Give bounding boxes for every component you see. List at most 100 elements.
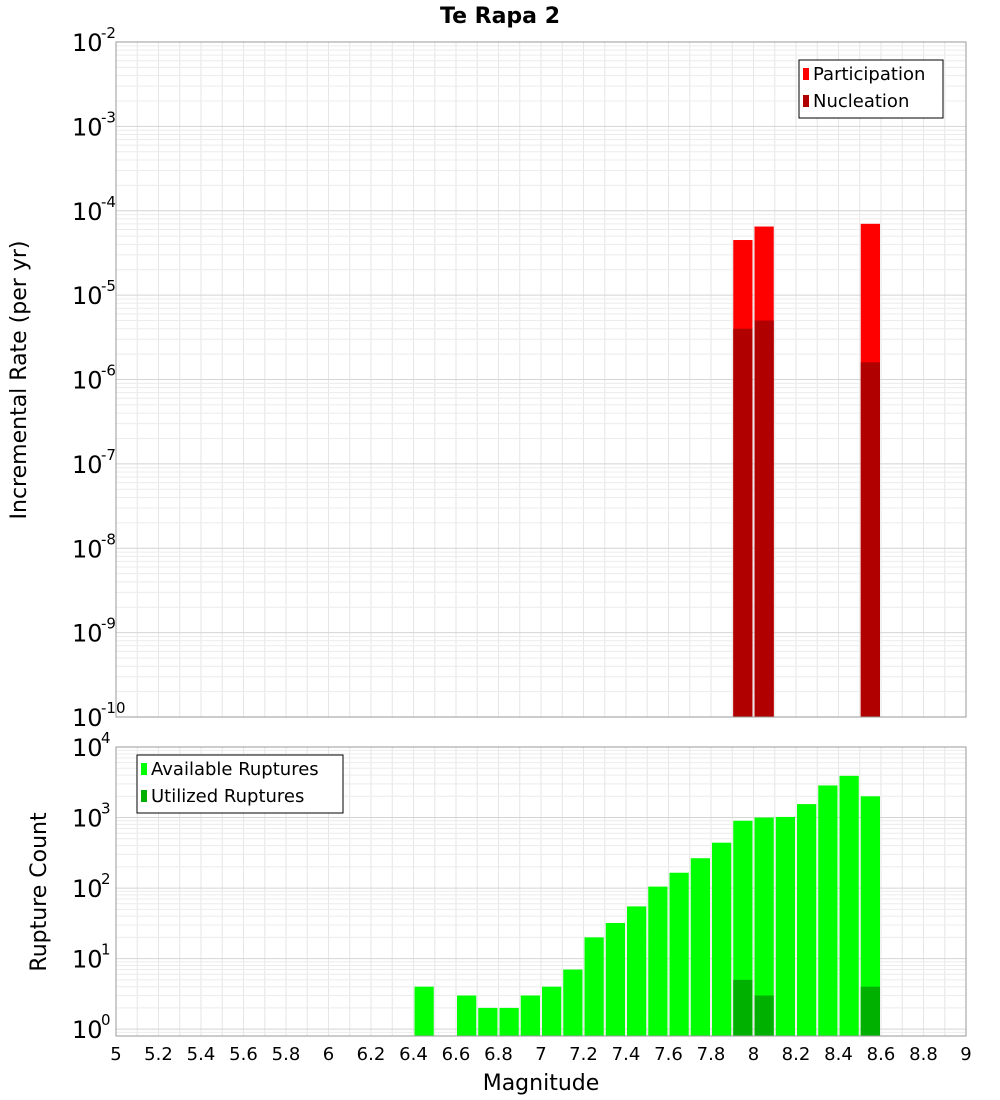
legend-box (136, 754, 344, 814)
x-tick-label: 8.8 (909, 1044, 938, 1065)
chart-title: Te Rapa 2 (440, 4, 560, 29)
y-tick-exponent: -8 (101, 530, 116, 548)
bar-available-ruptures (860, 796, 880, 1036)
bar-available-ruptures (520, 995, 540, 1036)
x-tick-label: 8.4 (824, 1044, 853, 1065)
y-tick-base: 10 (72, 704, 103, 732)
legend-swatch (803, 68, 809, 80)
y-tick-exponent: 0 (101, 1011, 111, 1029)
x-tick-label: 6.8 (484, 1044, 513, 1065)
bar-available-ruptures (563, 969, 583, 1036)
bar-available-ruptures (690, 858, 710, 1036)
x-tick-label: 7 (535, 1044, 546, 1065)
bar-nucleation (733, 328, 753, 717)
x-tick-label: 6 (323, 1044, 334, 1065)
x-tick-label: 5.2 (144, 1044, 173, 1065)
y-tick-label: 103 (72, 800, 111, 833)
bar-available-ruptures (754, 817, 774, 1036)
y-tick-label: 102 (72, 870, 111, 903)
bar-available-ruptures (457, 995, 477, 1036)
y-tick-base: 10 (72, 875, 103, 903)
bottom-x-ticks: 5 5.2 5.4 5.6 5.8 6 6.2 6.4 6.6 6.8 7 7.2 7.4 7.6 7.8 8… (110, 1044, 971, 1065)
y-tick-exponent: 4 (101, 729, 111, 747)
top-y-axis-label: Incremental Rate (per yr) (7, 241, 32, 520)
y-tick-exponent: 3 (101, 800, 111, 818)
x-tick-label: 8.2 (782, 1044, 811, 1065)
y-tick-exponent: -2 (101, 24, 116, 42)
y-tick-label: 10-7 (72, 446, 116, 479)
bottom-y-axis-label: Rupture Count (27, 812, 52, 972)
top-legend: Participation Nucleation (798, 59, 944, 119)
legend-swatch (141, 790, 147, 802)
y-tick-exponent: -10 (101, 699, 126, 717)
bottom-legend: Available Ruptures Utilized Ruptures (136, 754, 344, 814)
bottom-plot-border (115, 746, 967, 1037)
y-tick-label: 10-6 (72, 362, 116, 395)
y-tick-label: 10-5 (72, 277, 116, 310)
x-tick-label: 8.6 (867, 1044, 896, 1065)
y-tick-label: 10-10 (72, 699, 126, 732)
y-tick-label: 100 (72, 1011, 111, 1044)
bar-available-ruptures (499, 1007, 519, 1036)
bar-utilized-ruptures (733, 979, 753, 1036)
y-tick-exponent: 1 (101, 941, 111, 959)
x-tick-label: 5 (110, 1044, 121, 1065)
x-tick-label: 9 (960, 1044, 971, 1065)
bar-utilized-ruptures (860, 986, 880, 1036)
x-axis-label: Magnitude (483, 1071, 600, 1096)
x-tick-label: 7.4 (612, 1044, 641, 1065)
x-tick-label: 7.8 (697, 1044, 726, 1065)
top-plot-border (115, 41, 967, 718)
y-tick-label: 104 (72, 729, 111, 762)
y-tick-exponent: -9 (101, 615, 116, 633)
y-tick-base: 10 (72, 946, 103, 974)
y-tick-base: 10 (72, 805, 103, 833)
y-tick-exponent: -5 (101, 277, 116, 295)
y-tick-base: 10 (72, 620, 103, 648)
x-tick-label: 6.2 (357, 1044, 386, 1065)
bar-nucleation (754, 320, 774, 717)
y-tick-label: 101 (72, 941, 111, 974)
y-tick-exponent: -4 (101, 193, 116, 211)
legend-label: Available Ruptures (151, 759, 319, 780)
bar-utilized-ruptures (754, 995, 774, 1036)
legend-box (798, 59, 944, 119)
bar-available-ruptures (542, 986, 562, 1036)
y-tick-base: 10 (72, 734, 103, 762)
bottom-bars (414, 775, 880, 1036)
bar-available-ruptures (775, 816, 795, 1036)
y-tick-label: 10-8 (72, 530, 116, 563)
legend-label: Participation (813, 64, 925, 85)
y-tick-base: 10 (72, 29, 103, 57)
x-tick-label: 5.8 (272, 1044, 301, 1065)
y-tick-label: 10-3 (72, 108, 116, 141)
y-tick-label: 10-2 (72, 24, 116, 57)
x-tick-label: 6.6 (442, 1044, 471, 1065)
x-tick-label: 8 (748, 1044, 759, 1065)
bar-available-ruptures (605, 922, 625, 1036)
legend-label: Nucleation (813, 91, 909, 112)
y-tick-label: 10-9 (72, 615, 116, 648)
bar-available-ruptures (648, 886, 668, 1036)
legend-swatch (803, 95, 809, 107)
y-tick-base: 10 (72, 113, 103, 141)
bar-available-ruptures (627, 906, 647, 1036)
bar-available-ruptures (584, 937, 604, 1036)
legend-swatch (141, 763, 147, 775)
legend-label: Utilized Ruptures (151, 786, 304, 807)
x-tick-label: 5.4 (187, 1044, 216, 1065)
bar-available-ruptures (818, 785, 838, 1036)
y-tick-exponent: -6 (101, 362, 116, 380)
top-bars (733, 223, 880, 717)
bar-available-ruptures (669, 872, 689, 1036)
bar-nucleation (860, 362, 880, 717)
y-tick-exponent: -7 (101, 446, 116, 464)
x-tick-label: 7.6 (654, 1044, 683, 1065)
y-tick-base: 10 (72, 535, 103, 563)
bar-available-ruptures (712, 842, 732, 1036)
y-tick-base: 10 (72, 198, 103, 226)
y-tick-base: 10 (72, 1016, 103, 1044)
